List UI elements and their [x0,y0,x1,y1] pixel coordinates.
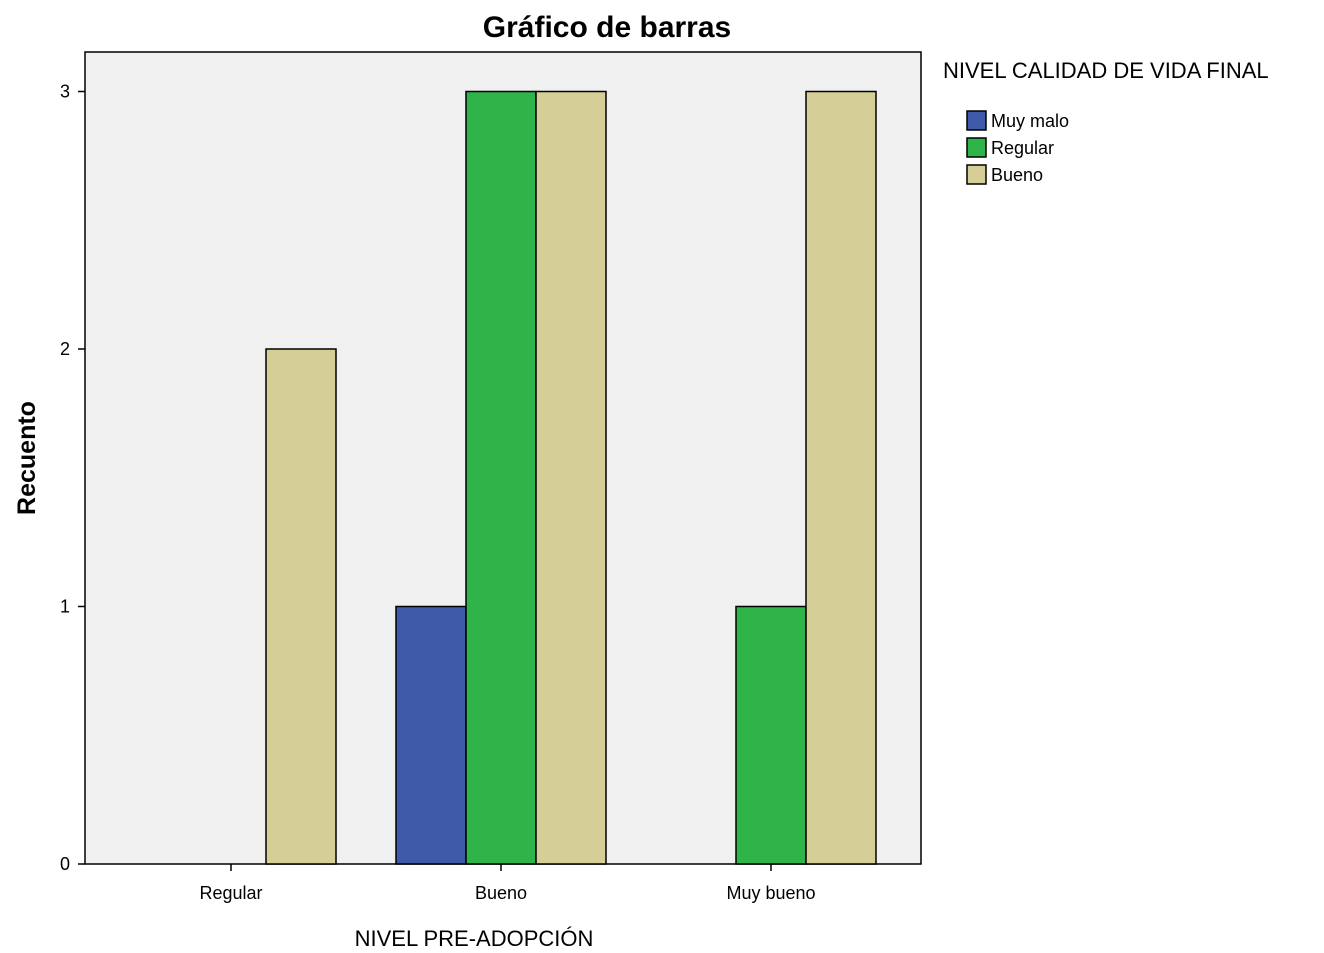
legend-label: Bueno [991,165,1043,185]
bars-layer [265,90,877,865]
bar-bueno-regular [265,348,337,865]
x-axis: Regular Bueno Muy bueno [199,864,816,903]
y-tick-label: 2 [60,339,70,359]
bar-bueno-muy-bueno [805,90,877,865]
x-tick-label: Regular [199,883,262,903]
legend-swatch-muy-malo [966,110,987,131]
x-tick-label: Muy bueno [726,883,815,903]
bar-regular-muy-bueno [735,605,807,865]
bar-bueno-bueno [535,90,607,865]
legend-label: Regular [991,138,1054,158]
bar-muy-malo-bueno [395,605,467,865]
x-tick-label: Bueno [475,883,527,903]
legend-label: Muy malo [991,111,1069,131]
y-axis: 0 1 2 3 [60,82,85,874]
legend-title: NIVEL CALIDAD DE VIDA FINAL [943,58,1269,83]
y-axis-label: Recuento [13,401,41,515]
y-tick-label: 0 [60,854,70,874]
y-tick-label: 1 [60,597,70,617]
legend-swatch-regular [966,137,987,158]
chart-title: Gráfico de barras [483,11,731,44]
y-tick-label: 3 [60,82,70,102]
legend: Muy malo Regular Bueno [966,110,1069,185]
legend-swatch-bueno [966,164,987,185]
bar-regular-bueno [465,90,537,865]
x-axis-label: NIVEL PRE-ADOPCIÓN [355,926,594,951]
